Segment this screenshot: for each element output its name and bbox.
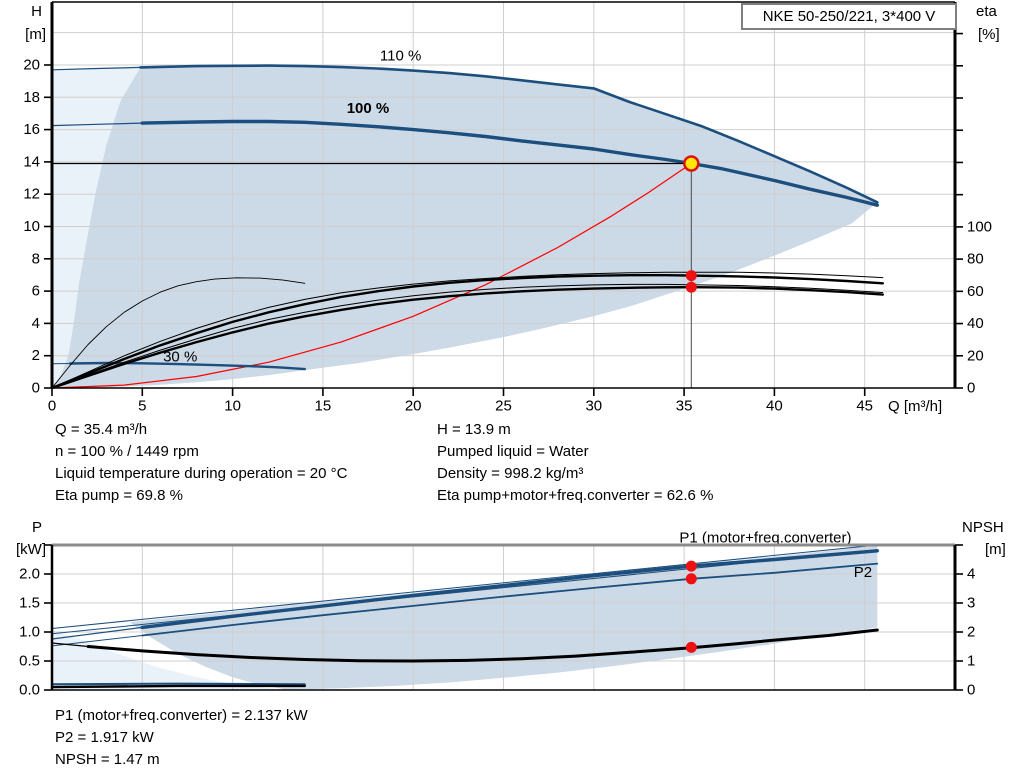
curve-npsh — [86, 628, 879, 663]
eta-axis-label: eta — [976, 3, 997, 20]
eta-axis-unit: [%] — [978, 26, 1000, 43]
qh-chart: 110 % 100 % 30 % 0 5 10 15 20 25 30 35 40 45 0 2 4 6 8 10 1… — [23, 1, 992, 414]
tick-label: 2 — [967, 624, 975, 641]
npsh-axis-label: NPSH — [962, 519, 1004, 536]
tick-label: 0.0 — [19, 682, 40, 699]
tick-label: 14 — [23, 153, 40, 170]
info-line: P1 (motor+freq.converter) = 2.137 kW — [55, 707, 308, 724]
tick-label: 10 — [23, 218, 40, 235]
curve-speed-100-thin — [51, 122, 143, 127]
tick-label: 40 — [967, 315, 984, 332]
tick-label: 8 — [32, 250, 40, 267]
curve-speed-110 — [139, 64, 879, 204]
curve-eta-pump-110 — [51, 271, 884, 389]
tick-label: 1.5 — [19, 595, 40, 612]
pump-type-box: NKE 50-250/221, 3*400 V — [741, 3, 957, 30]
power-npsh-chart: P1 (motor+freq.converter)P2 0.0 0.5 1.0 1.5 2… — [19, 530, 975, 699]
tick-label: 2 — [32, 347, 40, 364]
tick-label: 60 — [967, 283, 984, 300]
info-line: H = 13.9 m — [437, 421, 511, 438]
info-line: Pumped liquid = Water — [437, 443, 589, 460]
curve-eta-arc-30 — [51, 277, 306, 389]
p-axis-label: P — [31, 519, 42, 536]
curve-speed-100 — [140, 119, 879, 207]
curve-npsh-thin — [51, 642, 89, 648]
curve-label: 30 % — [163, 349, 197, 366]
tick-label: 16 — [23, 121, 40, 138]
tick-label: 80 — [967, 251, 984, 268]
curve-speed-110-thin — [51, 66, 142, 71]
info-line: NPSH = 1.47 m — [55, 751, 160, 768]
tick-label: 10 — [224, 397, 241, 414]
value-point — [685, 281, 697, 293]
curve-eta-pump — [50, 274, 884, 390]
info-line: Eta pump = 69.8 % — [55, 487, 183, 504]
curve-label: P2 — [854, 564, 872, 581]
tick-label: 35 — [676, 397, 693, 414]
envelope-range-light — [52, 67, 141, 388]
tick-label: 0 — [32, 380, 40, 397]
info-line: Liquid temperature during operation = 20… — [55, 465, 348, 482]
tick-label: 20 — [967, 347, 984, 364]
npsh-axis-unit: [m] — [985, 541, 1006, 558]
envelope-range-light — [52, 630, 287, 690]
info-line: n = 100 % / 1449 rpm — [55, 443, 199, 460]
pump-type-label: NKE 50-250/221, 3*400 V — [762, 8, 936, 25]
value-point — [685, 573, 697, 585]
duty-info-right: H = 13.9 m Pumped liquid = Water Density… — [437, 419, 713, 507]
tick-label: 3 — [967, 595, 975, 612]
curve-p-30-blue — [51, 682, 306, 686]
info-line: Eta pump+motor+freq.converter = 62.6 % — [437, 487, 714, 504]
curve-eta-total — [50, 286, 884, 390]
tick-label: 20 — [405, 397, 422, 414]
h-axis-unit: [m] — [25, 26, 46, 43]
curve-label: P1 (motor+freq.converter) — [679, 530, 851, 547]
tick-label: 4 — [32, 315, 40, 332]
duty-info-left: Q = 35.4 m³/h n = 100 % / 1449 rpm Liqui… — [55, 419, 347, 507]
value-point — [685, 270, 697, 282]
h-axis-label: H — [31, 3, 42, 20]
tick-label: 25 — [495, 397, 512, 414]
curve-eta-total-110 — [51, 283, 884, 389]
tick-label: 0 — [48, 397, 56, 414]
tick-label: 18 — [23, 89, 40, 106]
operating-point — [683, 155, 700, 172]
tick-label: 40 — [766, 397, 783, 414]
q-axis-label: Q [m³/h] — [888, 398, 943, 415]
info-line: P2 = 1.917 kW — [55, 729, 154, 746]
tick-label: 0 — [967, 380, 975, 397]
p-axis-unit: [kW] — [16, 541, 46, 558]
curve-p1-thin — [51, 626, 143, 640]
tick-label: 1.0 — [19, 624, 40, 641]
curve-p-30 — [50, 684, 306, 689]
tick-label: 4 — [967, 566, 975, 583]
tick-label: 100 — [967, 218, 992, 235]
tick-label: 1 — [967, 653, 975, 670]
tick-label: 15 — [315, 397, 332, 414]
tick-label: 2.0 — [19, 566, 40, 583]
value-point — [685, 560, 697, 572]
value-point — [685, 641, 697, 653]
tick-label: 12 — [23, 186, 40, 203]
info-line: Density = 998.2 kg/m³ — [437, 465, 584, 482]
tick-label: 6 — [32, 283, 40, 300]
power-info: P1 (motor+freq.converter) = 2.137 kW P2 … — [55, 705, 308, 771]
curve-p1 — [140, 549, 879, 630]
tick-label: 0 — [967, 682, 975, 699]
curve-p2 — [141, 562, 879, 637]
tick-label: 20 — [23, 56, 40, 73]
curve-p1-110 — [51, 544, 878, 629]
tick-label: 45 — [856, 397, 873, 414]
curve-system-curve — [51, 162, 692, 389]
tick-label: 5 — [138, 397, 146, 414]
curve-label: 110 % — [380, 48, 421, 65]
tick-label: 0.5 — [19, 653, 40, 670]
info-line: Q = 35.4 m³/h — [55, 421, 148, 438]
tick-label: 30 — [585, 397, 602, 414]
curve-label: 100 % — [347, 100, 390, 117]
